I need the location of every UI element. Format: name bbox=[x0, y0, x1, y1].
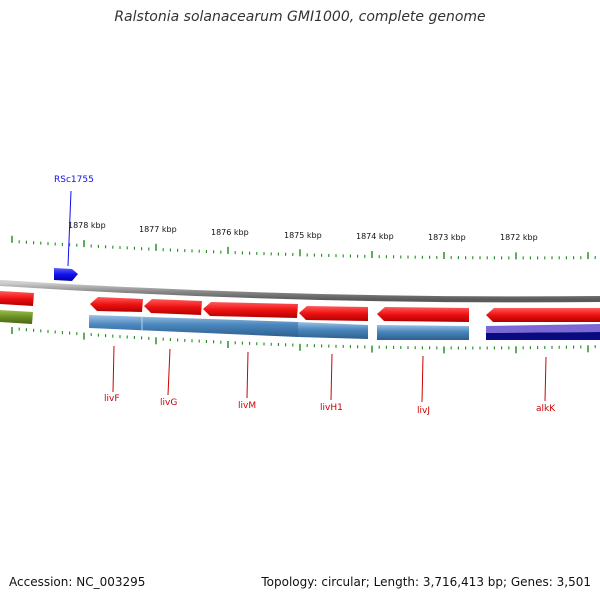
gene-label-livh1[interactable]: livH1 bbox=[320, 403, 343, 413]
accession-text: Accession: NC_003295 bbox=[9, 575, 146, 589]
genome-summary-text: Topology: circular; Length: 3,716,413 bp… bbox=[261, 575, 591, 589]
ruler-label: 1872 kbp bbox=[500, 233, 538, 242]
gene-livf-leader bbox=[112, 345, 115, 393]
gene-livj-leader bbox=[421, 355, 424, 403]
gene-alkk-leader bbox=[544, 356, 547, 402]
ruler-label: 1878 kbp bbox=[68, 221, 106, 230]
ruler-label: 1877 kbp bbox=[139, 225, 177, 234]
feature-left-edge-green[interactable] bbox=[0, 310, 33, 324]
ruler-ticks-top bbox=[11, 235, 596, 260]
feature-blue-band-3[interactable] bbox=[377, 325, 469, 340]
gene-livh1-arrow[interactable] bbox=[299, 306, 368, 321]
ruler-label: 1874 kbp bbox=[356, 232, 394, 241]
gene-rsc1755-arrow[interactable] bbox=[54, 268, 78, 281]
feature-blue-band-2[interactable] bbox=[298, 322, 368, 339]
gene-label-alkk[interactable]: alkK bbox=[536, 404, 556, 414]
ruler-label: 1875 kbp bbox=[284, 231, 322, 240]
gene-livh1-leader bbox=[330, 353, 333, 401]
genome-backbone bbox=[0, 280, 600, 303]
gene-label-livg[interactable]: livG bbox=[160, 398, 177, 408]
gene-livj-arrow[interactable] bbox=[377, 307, 469, 322]
gene-livf-arrow[interactable] bbox=[90, 297, 143, 312]
gene-left-edge-cds[interactable] bbox=[0, 291, 34, 306]
gene-livm-leader bbox=[246, 351, 249, 399]
gene-label-rsc1755[interactable]: RSc1755 bbox=[54, 175, 94, 185]
feature-navy-band[interactable] bbox=[486, 332, 600, 340]
feature-purple-band[interactable] bbox=[486, 324, 600, 333]
ruler-ticks-bottom bbox=[11, 327, 596, 354]
gene-livg-arrow[interactable] bbox=[144, 299, 202, 315]
gene-alkk-arrow[interactable] bbox=[486, 308, 600, 322]
map-title: Ralstonia solanacearum GMI1000, complete… bbox=[114, 9, 486, 25]
gene-livm-arrow[interactable] bbox=[203, 302, 298, 318]
gene-livg-leader bbox=[167, 348, 171, 396]
gene-label-livf[interactable]: livF bbox=[104, 394, 120, 404]
ruler-label: 1873 kbp bbox=[428, 233, 466, 242]
gene-label-livm[interactable]: livM bbox=[238, 401, 256, 411]
feature-blue-band-1[interactable] bbox=[89, 315, 298, 337]
gene-rsc1755-leader bbox=[67, 190, 72, 267]
ruler-label: 1876 kbp bbox=[211, 228, 249, 237]
gene-label-livj[interactable]: livJ bbox=[417, 406, 430, 416]
